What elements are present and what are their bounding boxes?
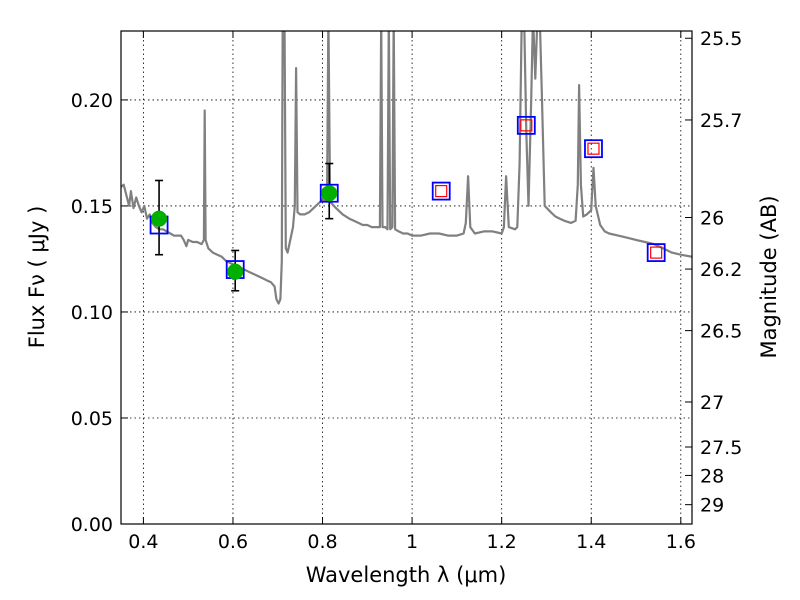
model-photometry-box: [431, 181, 451, 201]
x-tick-label: 1.4: [576, 531, 606, 553]
x-tick-label: 0.6: [218, 531, 248, 553]
plot-frame: [120, 30, 693, 525]
photometry-markers: [149, 115, 666, 292]
right-tick-label: 26: [700, 208, 724, 230]
y-tick-label: 0.00: [71, 514, 113, 536]
observed-point: [321, 185, 338, 202]
model-photometry-inner: [435, 184, 448, 198]
x-tick-label: 0.8: [307, 531, 337, 553]
model-photometry-box: [584, 139, 603, 159]
x-tick-label: 1.2: [487, 531, 517, 553]
right-tick-label: 29: [700, 495, 724, 517]
x-tick-label: 1.6: [666, 531, 696, 553]
right-axis-title: Magnitude (AB): [757, 195, 781, 358]
axes: 0.4 0.6 0.8 1 1.2 1.4 1.6 0.00 0.05 0.10 0.15 0.20 2…: [71, 28, 743, 553]
y-tick-label: 0.05: [71, 408, 113, 430]
right-tick-label: 25.5: [700, 28, 742, 50]
y-tick-label: 0.15: [71, 196, 113, 218]
model-photometry-box: [646, 243, 666, 262]
model-photometry-inner: [587, 142, 600, 155]
y-tick-label: 0.20: [71, 90, 113, 112]
x-tick-label: 0.4: [128, 531, 158, 553]
spectrum-line: [121, 31, 692, 305]
model-photometry-box: [516, 115, 536, 135]
model-photometry-inner: [650, 246, 663, 259]
spectrum-series: [121, 31, 692, 305]
model-photometry-box: [319, 183, 339, 203]
right-tick-label: 26.5: [700, 321, 742, 343]
observed-point: [227, 263, 244, 280]
right-tick-label: 26.2: [700, 259, 742, 281]
right-tick-label: 25.7: [700, 110, 742, 132]
right-tick-label: 27: [700, 392, 724, 414]
observed-point: [151, 210, 168, 227]
right-tick-label: 28: [700, 465, 724, 487]
y-tick-label: 0.10: [71, 302, 113, 324]
grid: [121, 31, 692, 525]
right-tick-label: 27.5: [700, 437, 742, 459]
y-axis-title: Flux Fν ( μJy ): [25, 206, 49, 349]
model-photometry-inner: [520, 119, 533, 132]
x-axis-title: Wavelength λ (μm): [306, 563, 507, 587]
x-tick-label: 1: [406, 531, 418, 553]
